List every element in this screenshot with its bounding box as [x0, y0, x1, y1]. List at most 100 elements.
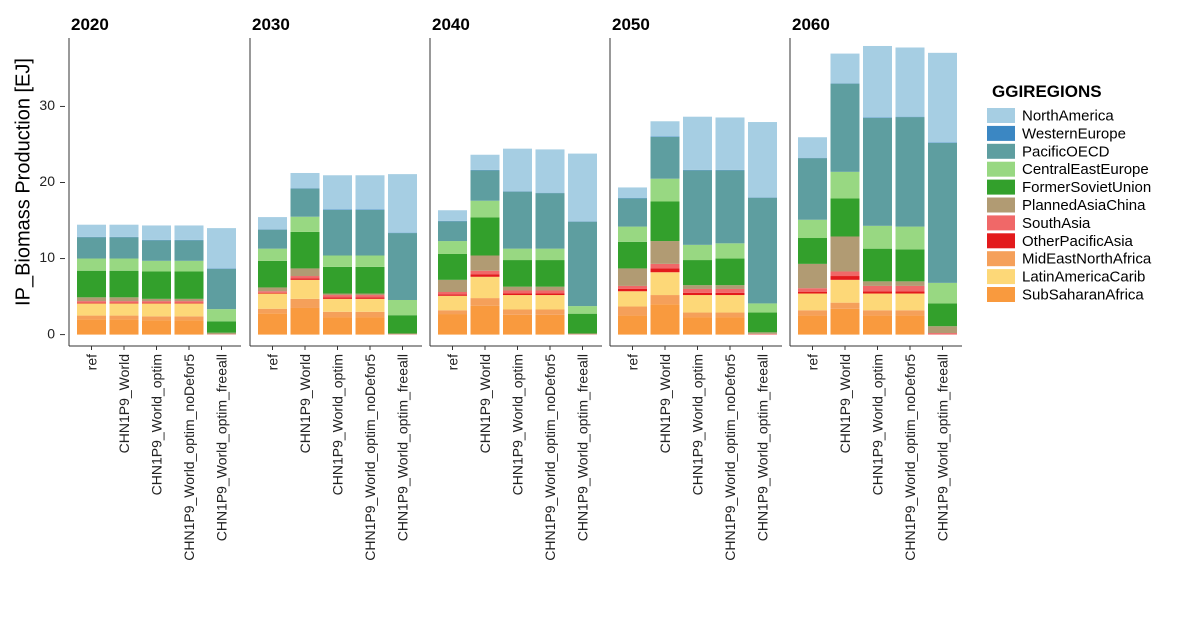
bar-segment [355, 266, 385, 294]
legend-label: SubSaharanAfrica [1022, 287, 1144, 304]
bar-segment [290, 307, 320, 335]
bar-segment [109, 315, 139, 320]
bar-segment [355, 317, 385, 335]
bar-segment [895, 249, 925, 282]
bar-segment [438, 253, 467, 280]
legend-swatch [987, 161, 1015, 177]
bar-segment [895, 293, 925, 311]
bar-segment [470, 154, 500, 170]
bar-segment [174, 301, 204, 303]
bar-segment [109, 302, 139, 304]
bar-segment [928, 282, 957, 304]
bar-segment [77, 270, 106, 298]
x-tick-label: ref [625, 354, 641, 370]
bar-segment [503, 314, 532, 335]
bar-segment [863, 285, 892, 292]
y-axis: 0 10 20 30 [39, 97, 65, 341]
bar-segment [798, 219, 827, 239]
bar-segment [650, 263, 680, 269]
bar-segment [928, 303, 957, 327]
facet-title: 2020 [71, 15, 109, 34]
bar-segment [683, 170, 712, 245]
bar-segment [798, 288, 827, 293]
legend-swatch [987, 143, 1015, 159]
facet-title: 2050 [612, 15, 650, 34]
y-tick-label: 0 [47, 325, 55, 341]
bar-segment [388, 333, 417, 335]
bar-segment [748, 303, 777, 313]
bar-segment [142, 240, 171, 261]
bar-segment [109, 319, 139, 335]
bar-segment [715, 243, 745, 259]
stacked-bar [830, 53, 860, 335]
x-tick-label: CHN1P9_World_optim_freeall [935, 354, 951, 541]
bar-segment [258, 260, 287, 288]
bar-segment [77, 297, 106, 302]
bar-segment [650, 304, 680, 335]
bar-segment [928, 326, 957, 334]
bar-segment [830, 198, 860, 237]
bar-segment [109, 224, 139, 237]
stacked-bar [388, 174, 417, 335]
bar-segment [748, 312, 777, 333]
bar-segment [290, 298, 320, 308]
bar-segment [470, 170, 500, 201]
bar-segment [650, 136, 680, 179]
bar-segment [650, 295, 680, 305]
bar-segment [290, 188, 320, 217]
bar-segment [535, 293, 565, 296]
stacked-bar [207, 228, 236, 335]
bar-segment [618, 241, 647, 269]
bar-segment [323, 317, 352, 335]
bar-segment [715, 317, 745, 335]
bar-segment [258, 229, 287, 249]
bar-segment [438, 314, 467, 335]
bar-segment [438, 294, 467, 296]
bar-segment [77, 302, 106, 304]
bar-segment [323, 266, 352, 294]
bar-segment [323, 298, 352, 312]
bar-segment [290, 216, 320, 232]
x-tick-label: CHN1P9_World [477, 354, 493, 453]
x-tick-label: CHN1P9_World_optim [149, 354, 165, 495]
bar-segment [142, 301, 171, 303]
bar-segment [535, 193, 565, 249]
bar-segment [109, 270, 139, 298]
bar-segment [715, 295, 745, 313]
legend-label: PacificOECD [1022, 143, 1110, 160]
bar-segment [470, 255, 500, 271]
bar-segment [830, 302, 860, 309]
bar-segment [290, 268, 320, 277]
bar-segment [207, 321, 236, 333]
bar-segment [207, 309, 236, 322]
bar-segment [798, 238, 827, 264]
y-tick-label: 10 [39, 249, 55, 265]
bar-segment [568, 306, 597, 314]
facet-panel-2050: 2050 ref CHN1P9_World CHN1P9_World_optim CHN… [609, 15, 782, 561]
bar-segment [830, 171, 860, 199]
bar-segment [142, 225, 171, 240]
bar-segment [77, 303, 106, 316]
bar-segment [142, 302, 171, 304]
bar-segment [355, 293, 385, 296]
bar-segment [863, 291, 892, 294]
bar-segment [618, 291, 647, 307]
bar-segment [258, 293, 287, 309]
legend-swatch [987, 125, 1015, 141]
bar-segment [650, 121, 680, 137]
x-tick-label: ref [805, 354, 821, 370]
bar-segment [388, 174, 417, 233]
legend-label: WesternEurope [1022, 125, 1126, 142]
bar-segment [388, 299, 417, 316]
bar-segment [470, 276, 500, 299]
bar-segment [535, 295, 565, 310]
bar-segment [715, 312, 745, 318]
bar-segment [650, 272, 680, 296]
bar-segment [438, 279, 467, 293]
bar-segment [503, 260, 532, 287]
bar-segment [174, 320, 204, 335]
bar-segment [470, 298, 500, 306]
legend-title: GGIREGIONS [992, 82, 1102, 101]
bar-segment [535, 260, 565, 287]
x-tick-label: CHN1P9_World_optim_freeall [575, 354, 591, 541]
